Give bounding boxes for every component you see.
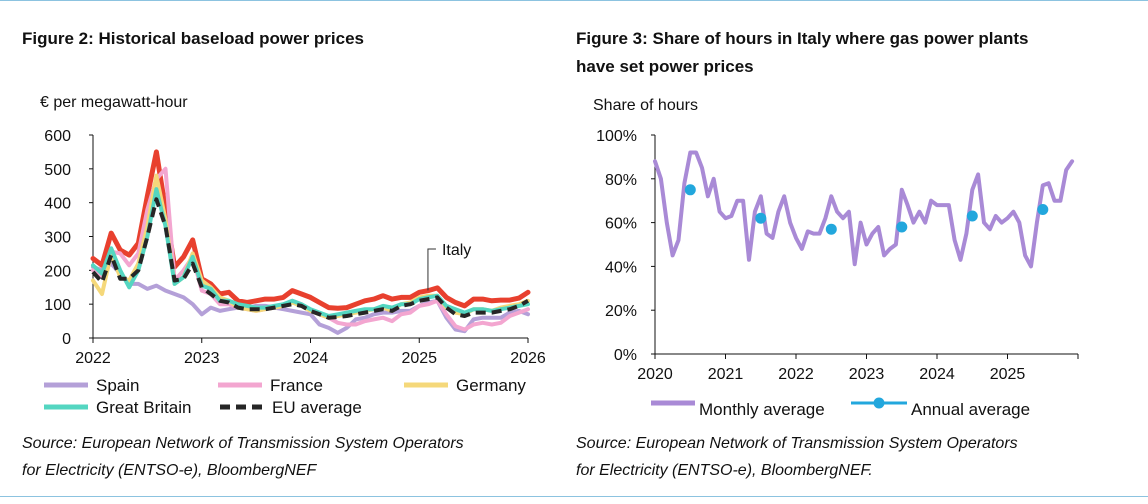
fig3-x-tick-label: 2022: [778, 366, 814, 383]
fig2-y-tick-label: 400: [44, 196, 71, 213]
fig3-annual-average-point: [684, 184, 696, 196]
fig2-x-tick-label: 2024: [293, 350, 329, 367]
fig2-x-tick-label: 2022: [75, 350, 111, 367]
fig2-legend-label-great-britain: Great Britain: [96, 398, 191, 417]
fig2-italy-annotation: Italy: [442, 242, 471, 259]
fig2-y-tick-label: 300: [44, 230, 71, 247]
fig3-x-tick-label: 2020: [637, 366, 673, 383]
figure2-source-line2: for Electricity (ENTSO-e), BloombergNEF: [22, 462, 317, 479]
figure3-title-line2: have set power prices: [576, 57, 754, 76]
fig2-italy-leader-line: [427, 248, 436, 291]
fig3-annual-average-point: [896, 221, 908, 233]
fig2-legend-label-france: France: [270, 376, 323, 395]
fig3-annual-average-point: [966, 210, 978, 222]
fig2-series-great-britain: [91, 187, 530, 318]
fig2-x-tick-label: 2026: [510, 350, 546, 367]
figure3-title-line1: Figure 3: Share of hours in Italy where …: [576, 29, 1029, 48]
fig3-legend-label-monthly-average: Monthly average: [699, 400, 825, 419]
bottom-rule: [0, 496, 1148, 497]
fig2-x-tick-label: 2025: [401, 350, 437, 367]
fig3-y-tick-label: 60%: [605, 216, 637, 233]
fig2-y-tick-label: 200: [44, 263, 71, 280]
figure2-unit-label: € per megawatt-hour: [40, 94, 188, 111]
fig3-x-tick-label: 2021: [708, 366, 744, 383]
fig3-legend-label-annual-average: Annual average: [911, 400, 1030, 419]
fig3-y-tick-label: 40%: [605, 259, 637, 276]
fig3-legend-marker-annual-average: [873, 397, 885, 409]
fig2-y-tick-label: 100: [44, 297, 71, 314]
fig3-annual-average-point: [1037, 204, 1049, 215]
fig2-y-tick-label: 0: [62, 331, 71, 348]
fig2-legend-label-spain: Spain: [96, 376, 139, 395]
figure3-source-line2: for Electricity (ENTSO-e), BloombergNEF.: [576, 462, 873, 479]
fig2-legend-label-germany: Germany: [456, 376, 526, 395]
figure2-source-line1: Source: European Network of Transmission…: [22, 435, 464, 452]
fig3-y-tick-label: 80%: [605, 172, 637, 189]
fig3-y-tick-label: 20%: [605, 303, 637, 320]
fig3-y-tick-label: 0%: [614, 347, 637, 364]
fig3-x-tick-label: 2023: [849, 366, 885, 383]
fig3-annual-average-point: [825, 223, 837, 235]
figure3-source-line1: Source: European Network of Transmission…: [576, 435, 1018, 452]
fig2-x-tick-label: 2023: [184, 350, 220, 367]
fig2-y-tick-label: 500: [44, 162, 71, 179]
figure2-title: Figure 2: Historical baseload power pric…: [22, 29, 364, 48]
fig2-legend-label-eu-average: EU average: [272, 398, 362, 417]
fig2-series-italy: [90, 149, 531, 311]
fig3-y-tick-label: 100%: [596, 128, 637, 145]
figure3-unit-label: Share of hours: [593, 97, 698, 114]
top-rule: [0, 0, 1148, 1]
fig3-x-tick-label: 2025: [990, 366, 1026, 383]
fig3-series-monthly-average: [653, 150, 1075, 269]
fig3-x-tick-label: 2024: [919, 366, 955, 383]
fig3-annual-average-point: [755, 212, 767, 224]
fig2-y-tick-label: 600: [44, 128, 71, 145]
fig2-series-spain: [91, 261, 530, 335]
